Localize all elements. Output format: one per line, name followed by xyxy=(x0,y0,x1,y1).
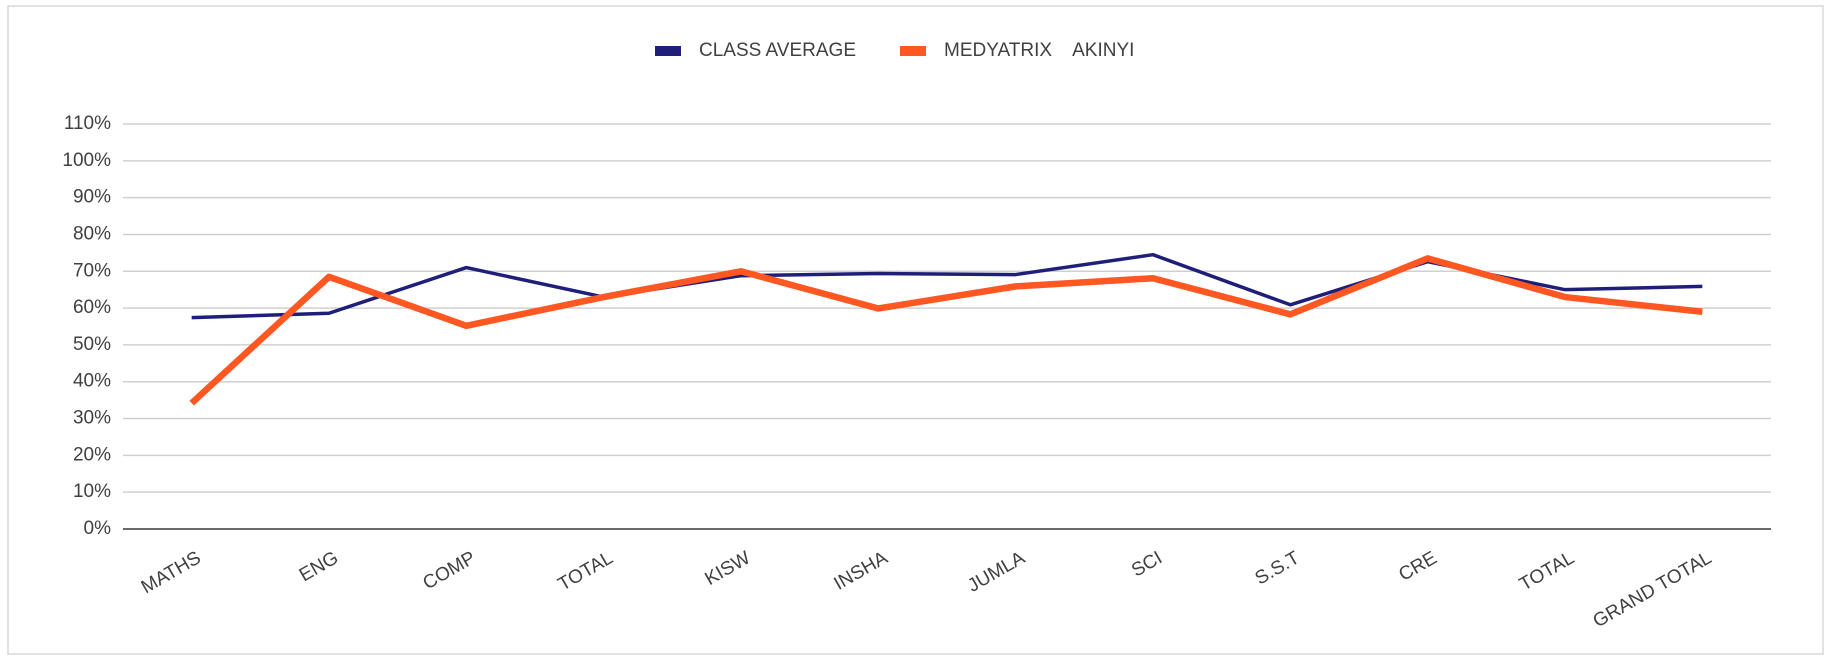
y-tick-label: 90% xyxy=(73,187,111,208)
y-tick-label: 60% xyxy=(73,297,111,318)
legend: CLASS AVERAGE MEDYATRIX AKINYI xyxy=(655,40,1134,61)
y-tick-label: 110% xyxy=(64,113,111,134)
y-tick-label: 70% xyxy=(73,260,111,281)
y-tick-label: 50% xyxy=(73,334,111,355)
y-tick-label: 0% xyxy=(84,518,112,539)
y-tick-label: 40% xyxy=(73,371,111,392)
chart-frame xyxy=(7,5,1824,655)
y-tick-label: 10% xyxy=(73,481,111,502)
y-tick-label: 80% xyxy=(73,223,111,244)
y-tick-label: 20% xyxy=(73,444,111,465)
legend-swatch xyxy=(900,46,926,56)
y-tick-label: 30% xyxy=(73,408,111,429)
legend-swatch xyxy=(655,46,681,56)
y-tick-label: 100% xyxy=(62,150,111,171)
legend-label: MEDYATRIX AKINYI xyxy=(944,40,1134,61)
series-line xyxy=(189,255,1703,406)
legend-label: CLASS AVERAGE xyxy=(699,40,856,61)
